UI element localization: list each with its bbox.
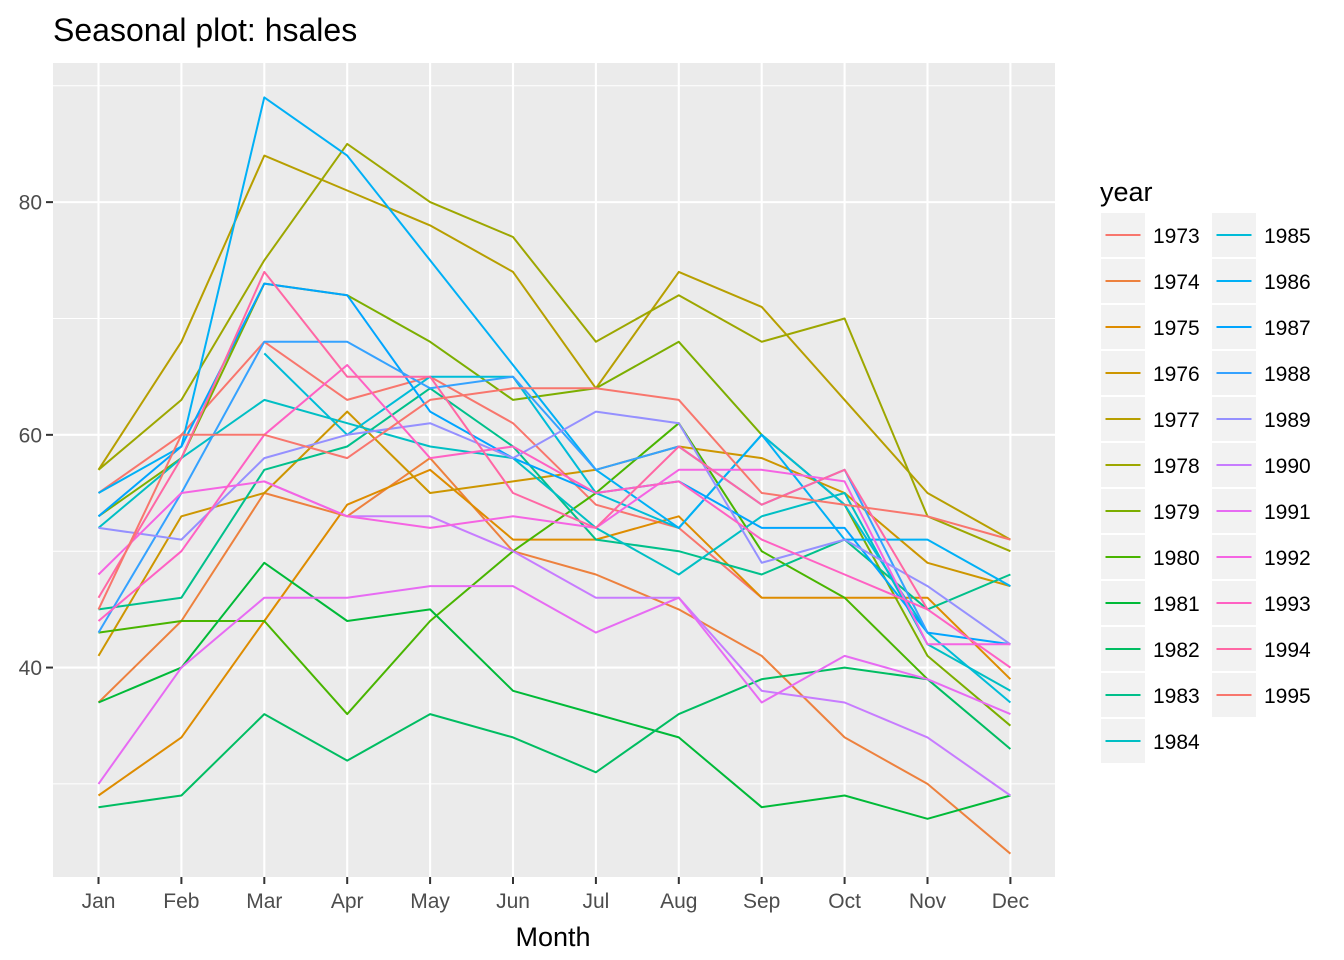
legend-item-1974: 1974 xyxy=(1101,259,1200,303)
x-tick-label: Aug xyxy=(660,890,697,913)
y-tick-label: 40 xyxy=(19,657,42,680)
legend-item-1973: 1973 xyxy=(1101,213,1200,257)
legend-item-1988: 1988 xyxy=(1212,351,1311,395)
series-line-1986 xyxy=(98,96,1011,587)
legend-item-1980: 1980 xyxy=(1101,535,1200,579)
x-tick-label: Nov xyxy=(909,890,947,913)
legend-item-1985: 1985 xyxy=(1212,213,1311,257)
legend-label-1986: 1986 xyxy=(1264,271,1311,294)
legend-label-1988: 1988 xyxy=(1264,363,1311,386)
legend-label-1995: 1995 xyxy=(1264,685,1311,708)
series-line-1981 xyxy=(98,561,1011,820)
legend-label-1979: 1979 xyxy=(1153,501,1200,524)
legend-label-1990: 1990 xyxy=(1264,455,1311,478)
x-tick-label: Jul xyxy=(582,890,609,913)
legend-item-1992: 1992 xyxy=(1212,535,1311,579)
legend-item-1991: 1991 xyxy=(1212,489,1311,533)
series-line-1990 xyxy=(263,480,1011,797)
legend-item-1984: 1984 xyxy=(1101,719,1200,763)
chart-title: Seasonal plot: hsales xyxy=(53,12,357,48)
legend-label-1976: 1976 xyxy=(1153,363,1200,386)
legend-label-1985: 1985 xyxy=(1264,225,1311,248)
x-tick-label: Apr xyxy=(331,890,364,913)
legend-item-1983: 1983 xyxy=(1101,673,1200,717)
legend-label-1987: 1987 xyxy=(1264,317,1311,340)
legend-item-1981: 1981 xyxy=(1101,581,1200,625)
x-tick-label: Jan xyxy=(82,890,116,913)
legend-label-1994: 1994 xyxy=(1264,639,1311,662)
legend-label-1991: 1991 xyxy=(1264,501,1311,524)
legend-item-1987: 1987 xyxy=(1212,305,1311,349)
series-line-1982 xyxy=(98,666,1012,809)
series-lines xyxy=(97,96,1012,855)
series-line-1991 xyxy=(97,585,1011,785)
series-line-1975 xyxy=(97,468,1012,797)
series-line-1978 xyxy=(97,142,1011,553)
legend-label-1981: 1981 xyxy=(1153,593,1200,616)
series-line-1974 xyxy=(97,457,1012,855)
legend-item-1975: 1975 xyxy=(1101,305,1200,349)
legend-label-1980: 1980 xyxy=(1153,547,1200,570)
legend-title: year xyxy=(1100,177,1153,207)
x-tick-label: May xyxy=(410,890,450,913)
x-axis-title: Month xyxy=(515,922,590,952)
series-line-1994 xyxy=(97,270,929,610)
series-line-1987 xyxy=(97,282,1011,646)
legend-item-1989: 1989 xyxy=(1212,397,1311,441)
series-line-1989 xyxy=(98,410,1011,646)
legend-item-1977: 1977 xyxy=(1101,397,1200,441)
axes: 40 60 80 Jan Feb Mar Apr May Jun Jul Aug Sep Oct Nov D… xyxy=(19,192,1029,913)
legend-item-1986: 1986 xyxy=(1212,259,1311,303)
legend-label-1974: 1974 xyxy=(1153,271,1200,294)
series-line-1985 xyxy=(263,352,1012,704)
legend-label-1975: 1975 xyxy=(1153,317,1200,340)
series-line-1977 xyxy=(97,154,1011,541)
series-line-1984 xyxy=(97,398,1011,692)
legend-label-1984: 1984 xyxy=(1153,731,1200,754)
legend-item-1978: 1978 xyxy=(1101,443,1200,487)
legend-label-1982: 1982 xyxy=(1153,639,1200,662)
legend-item-1982: 1982 xyxy=(1101,627,1200,671)
x-tick-label: Dec xyxy=(992,890,1029,913)
series-line-1995 xyxy=(97,387,1011,610)
legend-item-1976: 1976 xyxy=(1101,351,1200,395)
series-line-1993 xyxy=(97,364,1011,669)
legend: year 1973 1974 1975 1976 1977 1978 1979 1980 198… xyxy=(1100,177,1311,763)
legend-label-1993: 1993 xyxy=(1264,593,1311,616)
y-tick-label: 80 xyxy=(19,192,42,215)
series-line-1992 xyxy=(97,468,1011,646)
legend-label-1978: 1978 xyxy=(1153,455,1200,478)
legend-label-1983: 1983 xyxy=(1153,685,1200,708)
legend-item-1990: 1990 xyxy=(1212,443,1311,487)
legend-label-1973: 1973 xyxy=(1153,225,1200,248)
legend-item-1979: 1979 xyxy=(1101,489,1200,533)
legend-item-1994: 1994 xyxy=(1212,627,1311,671)
x-tick-label: Sep xyxy=(743,890,780,913)
x-tick-label: Feb xyxy=(163,890,199,913)
legend-item-1995: 1995 xyxy=(1212,673,1311,717)
x-tick-label: Mar xyxy=(246,890,282,913)
x-tick-label: Jun xyxy=(496,890,530,913)
y-tick-label: 60 xyxy=(19,424,42,447)
legend-label-1992: 1992 xyxy=(1264,547,1311,570)
legend-item-1993: 1993 xyxy=(1212,581,1311,625)
x-tick-label: Oct xyxy=(828,890,861,913)
legend-label-1977: 1977 xyxy=(1153,409,1200,432)
legend-label-1989: 1989 xyxy=(1264,409,1311,432)
